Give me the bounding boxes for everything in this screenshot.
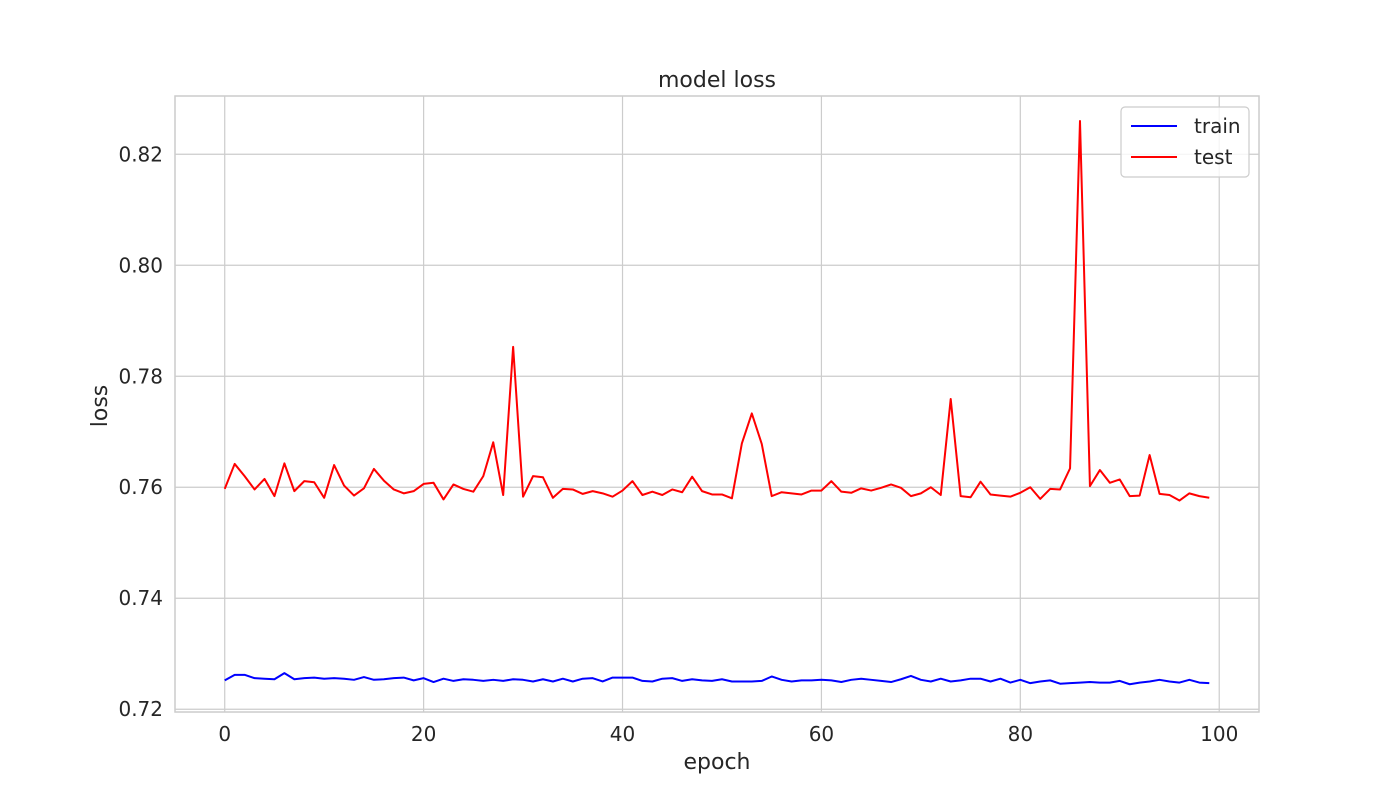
x-tick-labels: 0 20 40 60 80 100: [218, 722, 1238, 746]
x-tick-label: 60: [809, 722, 834, 746]
series-lines: [223, 119, 1210, 686]
y-tick-label: 0.78: [118, 364, 163, 388]
legend-test-label: test: [1194, 145, 1233, 169]
legend-train-label: train: [1194, 114, 1241, 138]
legend-box: [1120, 106, 1250, 178]
plot-frame: [174, 95, 1260, 713]
y-tick-labels: 0.72 0.74 0.76 0.78 0.80 0.82: [118, 142, 163, 721]
y-tick-label: 0.72: [118, 697, 163, 721]
y-tick-label: 0.80: [118, 253, 163, 277]
y-tick-label: 0.74: [118, 586, 163, 610]
x-tick-label: 0: [218, 722, 231, 746]
series-line-train: [224, 672, 1210, 686]
x-axis-title: epoch: [684, 750, 751, 775]
chart-title: model loss: [658, 68, 776, 93]
y-tick-label: 0.82: [118, 142, 163, 166]
series-line-test: [223, 119, 1210, 502]
legend: train test: [1120, 106, 1250, 178]
x-tick-label: 100: [1200, 722, 1238, 746]
x-tick-label: 20: [411, 722, 436, 746]
grid: [175, 96, 1259, 712]
x-tick-label: 80: [1008, 722, 1033, 746]
y-axis-title: loss: [88, 385, 113, 428]
x-tick-label: 40: [610, 722, 635, 746]
y-tick-label: 0.76: [118, 475, 163, 499]
